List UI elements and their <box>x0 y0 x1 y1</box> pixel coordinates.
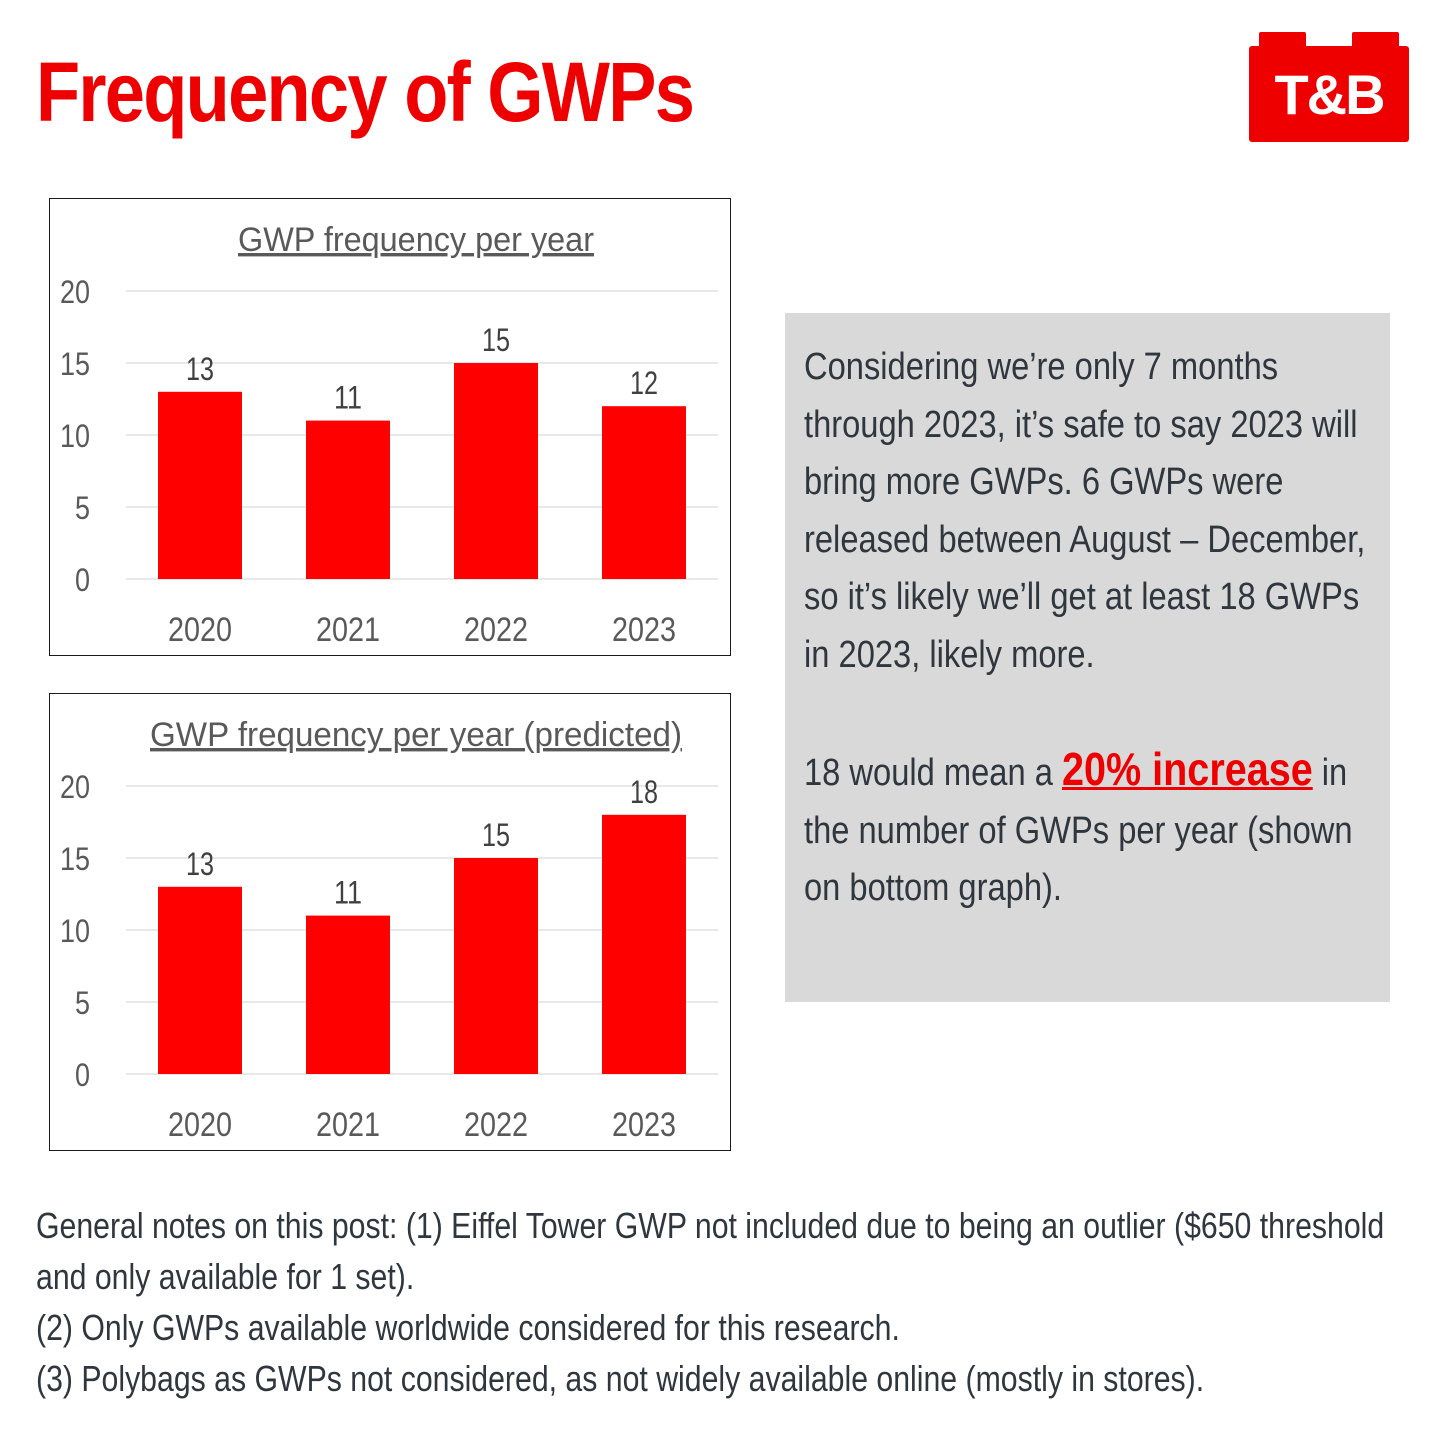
x-tick-label: 2023 <box>612 1106 676 1144</box>
y-tick-label: 5 <box>75 985 90 1021</box>
y-tick-label: 0 <box>75 1057 90 1093</box>
chart-predicted-svg: GWP frequency per year (predicted) 0 5 10 15… <box>60 716 718 1144</box>
logo-text: T&B <box>1274 62 1385 126</box>
commentary-paragraph-2: 18 would mean a 20% increase in the numb… <box>804 741 1371 918</box>
bar <box>602 406 686 579</box>
bar <box>454 363 538 579</box>
note-3: (3) Polybags as GWPs not considered, as … <box>36 1358 1205 1399</box>
data-label: 15 <box>482 817 510 853</box>
x-tick-label: 2020 <box>168 611 232 649</box>
bar <box>454 858 538 1074</box>
chart-predicted: GWP frequency per year (predicted) 0 5 10 15… <box>49 693 731 1151</box>
commentary-text-after: in the number of GWPs per year (shown on… <box>804 752 1353 909</box>
x-tick-label: 2021 <box>316 1106 380 1144</box>
logo-stud-icon <box>1259 32 1306 48</box>
note-1: General notes on this post: (1) Eiffel T… <box>36 1205 1385 1297</box>
chart-title: GWP frequency per year <box>238 221 594 259</box>
commentary-text-before: 18 would mean a <box>804 752 1062 794</box>
data-label: 15 <box>482 322 510 358</box>
x-tick-label: 2023 <box>612 611 676 649</box>
logo-stud-icon <box>1352 32 1399 48</box>
y-tick-label: 0 <box>75 562 90 598</box>
increase-highlight: 20% increase <box>1061 743 1313 795</box>
commentary-paragraph-1: Considering we’re only 7 months through … <box>804 346 1366 676</box>
bar <box>158 886 242 1074</box>
brand-logo: T&B <box>1249 32 1409 142</box>
note-2: (2) Only GWPs available worldwide consid… <box>36 1307 900 1348</box>
data-label: 13 <box>186 351 214 387</box>
y-tick-label: 5 <box>75 490 90 526</box>
data-label: 13 <box>186 846 214 882</box>
page-title: Frequency of GWPs <box>36 45 695 139</box>
chart-actual: GWP frequency per year 0 5 10 15 20 13 2020 11 20… <box>49 198 731 656</box>
data-label: 11 <box>334 380 362 416</box>
bar <box>158 391 242 579</box>
y-tick-label: 20 <box>60 274 90 310</box>
commentary-box: Considering we’re only 7 months through … <box>785 313 1390 1002</box>
chart-title: GWP frequency per year (predicted) <box>150 716 682 754</box>
y-tick-label: 10 <box>60 418 90 454</box>
data-label: 18 <box>630 774 658 810</box>
x-tick-label: 2020 <box>168 1106 232 1144</box>
bar <box>306 915 390 1074</box>
general-notes: General notes on this post: (1) Eiffel T… <box>36 1200 1422 1404</box>
y-tick-label: 10 <box>60 913 90 949</box>
x-tick-label: 2021 <box>316 611 380 649</box>
data-label: 12 <box>630 365 658 401</box>
data-label: 11 <box>334 875 362 911</box>
y-tick-label: 20 <box>60 769 90 805</box>
y-tick-label: 15 <box>60 346 90 382</box>
x-tick-label: 2022 <box>464 1106 528 1144</box>
x-tick-label: 2022 <box>464 611 528 649</box>
bar <box>306 420 390 579</box>
bar <box>602 814 686 1074</box>
chart-actual-svg: GWP frequency per year 0 5 10 15 20 13 2020 11 20… <box>60 221 718 649</box>
logo-brick-icon <box>1249 46 1409 142</box>
y-tick-label: 15 <box>60 841 90 877</box>
